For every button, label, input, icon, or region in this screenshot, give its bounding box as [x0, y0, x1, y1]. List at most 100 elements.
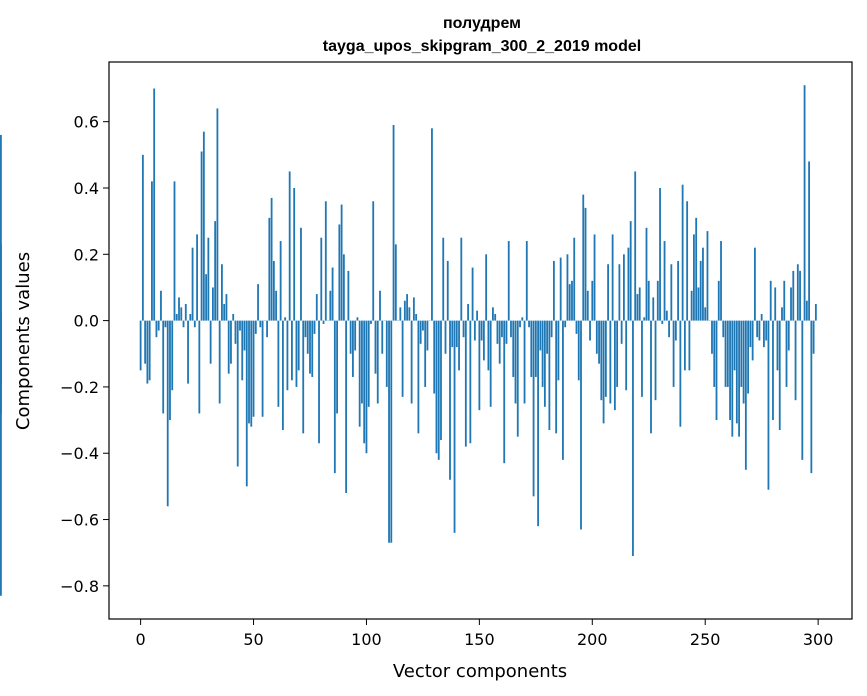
bar	[758, 320, 761, 341]
bar	[268, 217, 271, 321]
bar	[455, 320, 458, 348]
bar	[241, 320, 244, 381]
bar	[670, 264, 673, 321]
bar	[284, 317, 287, 321]
bar	[349, 320, 352, 354]
x-tick-label: 0	[136, 630, 146, 649]
bar	[501, 320, 503, 338]
bar	[198, 320, 201, 414]
bar	[781, 307, 783, 321]
x-tick-label: 50	[243, 630, 263, 649]
bar	[546, 320, 549, 354]
bar	[575, 320, 578, 334]
bar	[787, 320, 790, 351]
bar	[184, 304, 187, 321]
bar	[144, 320, 147, 364]
bar	[763, 320, 765, 348]
bar	[270, 197, 273, 321]
bar	[248, 320, 250, 424]
bar	[419, 320, 422, 344]
bar	[431, 128, 433, 321]
bar	[338, 224, 341, 321]
bar	[740, 320, 743, 387]
bar	[482, 320, 485, 361]
x-tick-label: 200	[577, 630, 608, 649]
bar	[352, 320, 354, 377]
bar	[211, 287, 214, 321]
bar	[729, 320, 731, 421]
bar	[232, 313, 235, 321]
x-axis-ticks: 0 50 100 150 200 250 300	[136, 619, 833, 649]
bar	[604, 320, 607, 397]
bar	[200, 151, 203, 321]
bar	[279, 241, 282, 321]
bar	[650, 320, 652, 434]
bar	[704, 307, 707, 321]
bar	[209, 320, 212, 364]
bar	[593, 234, 596, 321]
bar	[681, 184, 684, 321]
bar	[275, 290, 278, 321]
bar	[652, 297, 655, 321]
bar	[735, 320, 738, 424]
bar	[555, 320, 558, 434]
bar	[361, 320, 363, 404]
bar	[444, 320, 447, 354]
bar	[494, 313, 497, 321]
bar	[485, 254, 488, 321]
bar	[693, 234, 695, 321]
bar	[239, 320, 241, 331]
bar	[162, 320, 165, 414]
bar	[629, 221, 632, 321]
y-tick-label: 0.4	[74, 179, 99, 198]
bar	[446, 260, 449, 321]
bars-group	[0, 85, 817, 596]
bar	[376, 320, 379, 404]
bar	[767, 320, 770, 490]
bar	[153, 88, 156, 321]
bar	[374, 320, 377, 374]
bar	[365, 320, 368, 454]
bar	[363, 320, 366, 444]
bar	[223, 304, 226, 321]
bar	[230, 320, 232, 364]
bar	[573, 237, 576, 321]
bar	[442, 237, 445, 321]
bar	[568, 284, 571, 321]
bar	[399, 307, 402, 321]
bar	[753, 247, 756, 321]
bar	[408, 307, 411, 321]
bar	[141, 154, 144, 321]
bar	[415, 313, 418, 321]
bar	[227, 320, 230, 374]
bar	[202, 131, 205, 321]
bar	[315, 294, 318, 321]
bar	[756, 320, 759, 338]
bar	[221, 264, 223, 321]
bar	[0, 320, 2, 596]
bar	[367, 320, 370, 407]
bar	[683, 320, 686, 371]
bar	[613, 320, 616, 411]
bar	[672, 320, 675, 387]
bar	[814, 304, 817, 321]
bar	[776, 320, 779, 371]
bar	[686, 201, 689, 321]
bar	[516, 320, 519, 437]
bar	[792, 270, 795, 321]
bar	[620, 320, 623, 344]
bar	[424, 320, 427, 387]
plot-frame	[108, 61, 853, 620]
bar	[602, 320, 605, 424]
bar	[171, 320, 174, 391]
bar	[668, 320, 670, 338]
bar	[679, 320, 682, 427]
bar	[318, 320, 320, 444]
bar	[749, 320, 752, 348]
bar	[711, 320, 713, 354]
bar	[699, 260, 702, 321]
bar	[291, 320, 293, 381]
chart-subtitle: tayga_upos_skipgram_300_2_2019 model	[323, 38, 641, 55]
bar	[480, 320, 483, 341]
